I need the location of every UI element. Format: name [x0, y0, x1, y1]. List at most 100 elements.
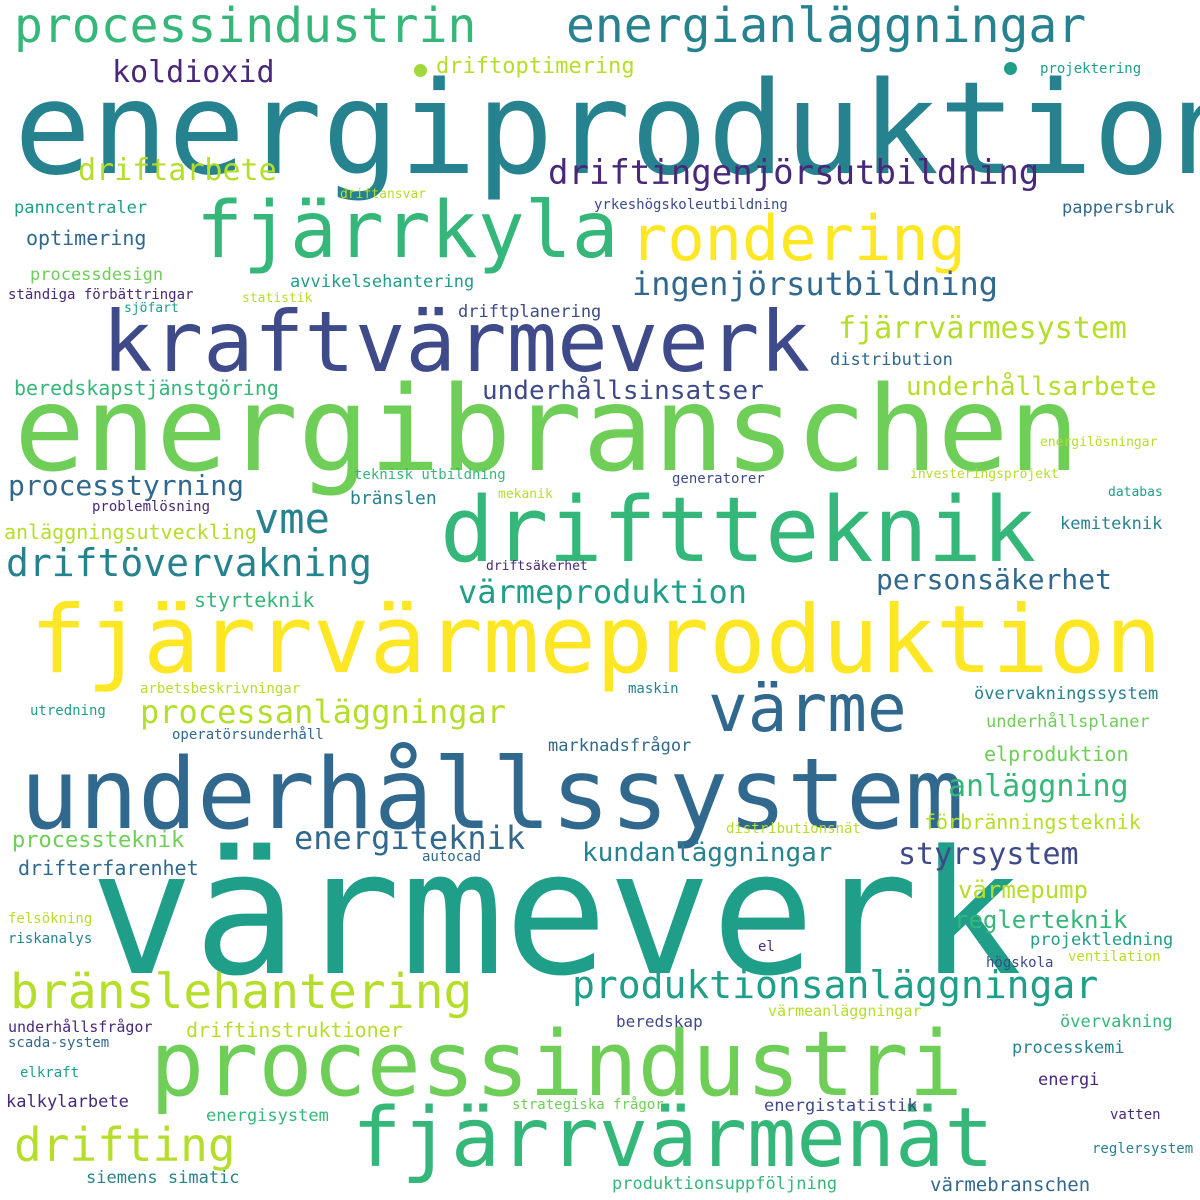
word-energilosningar: energilösningar: [1040, 435, 1158, 450]
word-rondering: rondering: [630, 202, 966, 275]
word-hogskola: högskola: [986, 955, 1054, 971]
word-reglerteknik: reglerteknik: [954, 906, 1128, 934]
word-vme: vme: [254, 494, 330, 543]
word-databas: databas: [1108, 485, 1163, 500]
word-underhallssystem: underhållssystem: [20, 738, 965, 852]
word-kalkylarbete: kalkylarbete: [6, 1092, 129, 1112]
word-utredning: utredning: [30, 703, 106, 719]
word-projektering: projektering: [1040, 61, 1142, 77]
word-underhallsarbete: underhållsarbete: [906, 372, 1157, 402]
word-processteknik: processteknik: [12, 828, 185, 853]
word-branslen: bränslen: [350, 488, 437, 509]
word-overvakning: övervakning: [1060, 1012, 1173, 1032]
word-varmebranschen: värmebranschen: [930, 1174, 1091, 1196]
word-driftplanering: driftplanering: [458, 302, 602, 322]
word-driftinstruktioner: driftinstruktioner: [186, 1018, 403, 1042]
word-riskanalys: riskanalys: [8, 931, 93, 947]
word-anlaggning: anläggning: [948, 769, 1129, 804]
word-underhallsfragor: underhållsfrågor: [8, 1018, 153, 1036]
word-driftansvar: driftansvar: [340, 187, 427, 202]
word-styrteknik: styrteknik: [194, 588, 315, 612]
word-driftoptimering: driftoptimering: [436, 54, 635, 79]
word-driftovervakning: driftövervakning: [6, 541, 373, 585]
word-maskin: maskin: [628, 681, 679, 697]
word-distributionsnat: distributionsnät: [726, 821, 861, 837]
word-kemiteknik: kemiteknik: [1060, 514, 1163, 534]
word-avvikelsehantering: avvikelsehantering: [290, 272, 475, 292]
word-forbranningsteknik: förbränningsteknik: [924, 810, 1141, 834]
word-processdesign: processdesign: [30, 265, 164, 285]
word-distribution: distribution: [830, 350, 953, 370]
word-energiproduktion: energiproduktion: [14, 55, 1200, 204]
word-varmeanlaggningar: värmeanläggningar: [768, 1002, 922, 1020]
word-fjarrvarmesystem: fjärrvärmesystem: [838, 311, 1127, 346]
word-anlaggningsutveckling: anläggningsutveckling: [4, 520, 257, 544]
word-elkraft: elkraft: [20, 1065, 80, 1081]
word-varmeverk: värmeverk: [90, 813, 1022, 1014]
word-fjarrvarmeproduktion: fjärrvärmeproduktion: [30, 586, 1162, 695]
word-statistik: statistik: [242, 291, 313, 306]
word-siemens-simatic: siemens simatic: [86, 1168, 240, 1188]
word-overvakningssystem: övervakningssystem: [974, 684, 1159, 704]
word-energistatistik: energistatistik: [764, 1096, 918, 1116]
word-processindustri: processindustri: [150, 1012, 963, 1117]
word-processanlaggningar: processanläggningar: [140, 693, 507, 731]
word-arbetsbeskrivningar: arbetsbeskrivningar: [140, 681, 301, 697]
word-vatten: vatten: [1110, 1107, 1161, 1123]
word-kraftvarmeverk: kraftvärmeverk: [102, 293, 811, 391]
word-driftingenjorsutbildning: driftingenjörsutbildning: [548, 153, 1040, 193]
word-driftteknik: driftteknik: [440, 478, 1037, 583]
word-produktionsuppfoljning: produktionsuppföljning: [612, 1174, 838, 1194]
word-mekanik: mekanik: [498, 487, 553, 502]
word-elproduktion: elproduktion: [984, 742, 1129, 766]
word-energiteknik: energiteknik: [294, 819, 526, 857]
word-el: el: [758, 939, 775, 955]
word-varme: värme: [708, 670, 907, 747]
word-marknadsfragor: marknadsfrågor: [548, 736, 692, 756]
word-processtyrning: processtyrning: [8, 469, 245, 502]
word-beredskap: beredskap: [616, 1012, 703, 1031]
word-driftarbete: driftarbete: [78, 153, 277, 188]
word-processkemi: processkemi: [1012, 1038, 1125, 1058]
word-drifterfarenhet: drifterfarenhet: [18, 856, 199, 880]
word-autocad: autocad: [422, 849, 482, 865]
word-fjarrkyla: fjärrkyla: [196, 186, 619, 276]
word-kundanlaggningar: kundanläggningar: [582, 838, 833, 868]
word-standiga-forbattringar: ständiga förbättringar: [8, 287, 194, 303]
word-investeringsprojekt: investeringsprojekt: [910, 467, 1059, 482]
word-energibranschen: energibranschen: [14, 360, 1080, 498]
word-energisystem: energisystem: [206, 1106, 329, 1126]
word-pappersbruk: pappersbruk: [1062, 198, 1175, 218]
word-energianlaggningar: energianläggningar: [566, 0, 1087, 54]
word-reglersystem: reglersystem: [1092, 1141, 1194, 1157]
word-koldioxid: koldioxid: [112, 55, 275, 90]
word-produktionsanlaggningar: produktionsanläggningar: [572, 963, 1099, 1007]
word-varmeproduktion: värmeproduktion: [458, 573, 747, 611]
word-projektledning: projektledning: [1030, 930, 1174, 950]
word-underhallsplaner: underhållsplaner: [986, 712, 1150, 732]
word-ventilation: ventilation: [1068, 949, 1161, 965]
word-styrsystem: styrsystem: [898, 837, 1079, 872]
word-ingenjorsutbildning: ingenjörsutbildning: [632, 265, 999, 303]
word-sjofart: sjöfart: [124, 301, 179, 316]
word-driftsakerhet: driftsäkerhet: [486, 559, 588, 574]
word-varmepump: värmepump: [958, 876, 1089, 904]
word-scada-system: scada-system: [8, 1035, 110, 1051]
word-operatorsunderhall: operatörsunderhåll: [172, 727, 324, 743]
word-personsakerhet: personsäkerhet: [876, 563, 1113, 596]
word-optimering: optimering: [26, 226, 147, 250]
word-yrkeshogskoleutbildning: yrkeshögskoleutbildning: [594, 197, 788, 213]
word-processindustrin: processindustrin: [14, 0, 477, 54]
word-felsokning: felsökning: [8, 911, 93, 927]
word-underhallsinsatser: underhållsinsatser: [482, 376, 764, 406]
word-beredskapstjanstgoring: beredskapstjänstgöring: [14, 376, 279, 400]
word-generatorer: generatorer: [672, 471, 765, 487]
word-strategiska-fragor: strategiska frågor: [512, 1097, 664, 1113]
dot-marker: [414, 64, 427, 77]
word-problemlosning: problemlösning: [92, 499, 211, 515]
dot-marker: [1004, 62, 1017, 75]
word-drifting: drifting: [14, 1118, 236, 1172]
word-branslehantering: bränslehantering: [10, 964, 473, 1020]
word-fjarrvarmenat: fjärrvärmenät: [352, 1091, 994, 1186]
